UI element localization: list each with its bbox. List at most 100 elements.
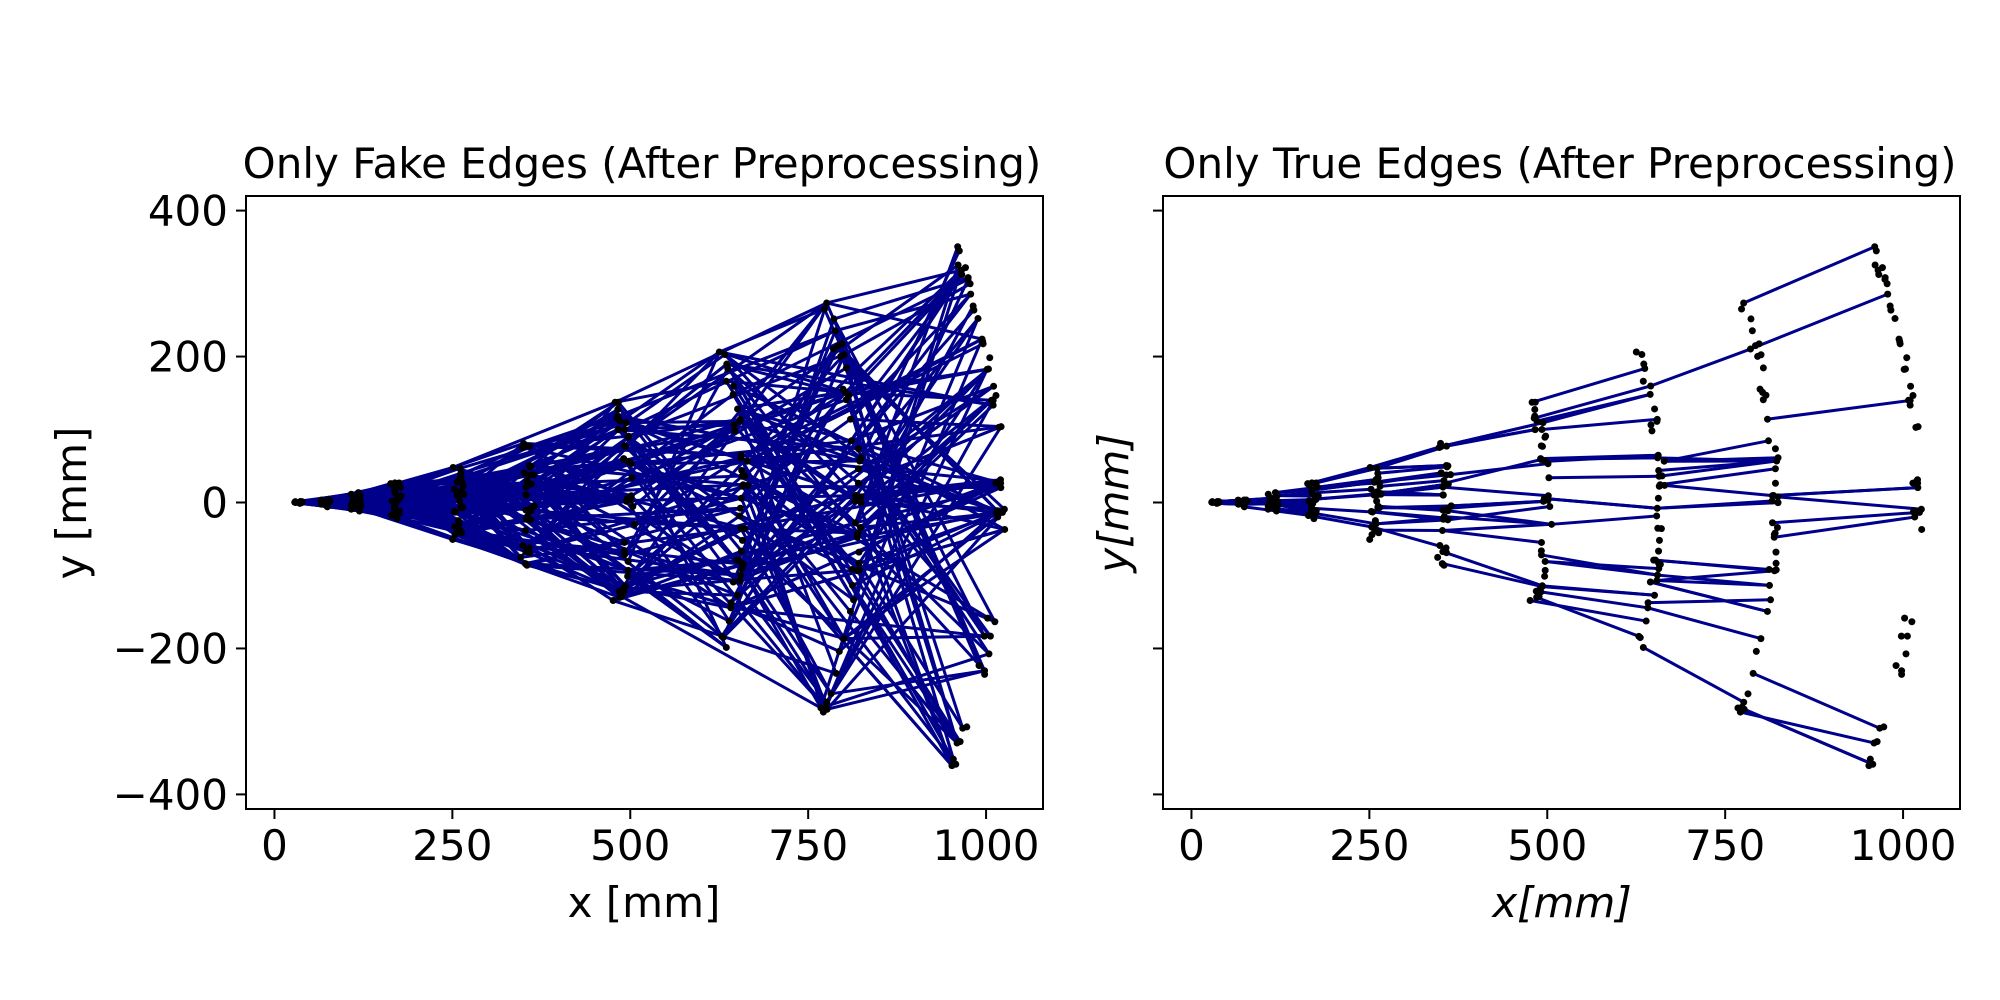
edge-line [1371, 510, 1444, 520]
edge-line [525, 456, 742, 512]
panel-true-edges: Only True Edges (After Preprocessing) 0 2… [1089, 139, 1961, 927]
hit-point [526, 442, 534, 450]
hit-point [1312, 479, 1320, 487]
hit-point [975, 662, 983, 670]
hit-point [1768, 497, 1776, 505]
edge-line [826, 669, 985, 711]
edge-line [624, 521, 856, 589]
hit-point [722, 643, 730, 651]
hit-point [526, 463, 534, 471]
chart-title: Only True Edges (After Preprocessing) [1163, 139, 1956, 188]
hit-point [729, 578, 737, 586]
hit-point [1639, 643, 1647, 651]
hit-point [739, 560, 747, 568]
hit-point [851, 497, 859, 505]
hit-point [1526, 597, 1534, 605]
edge-line [452, 441, 525, 469]
edge-line [732, 278, 969, 396]
y-tick-label: 400 [148, 187, 228, 236]
hit-point [1898, 670, 1906, 678]
hit-point [1901, 614, 1909, 622]
edge-line [851, 584, 959, 744]
edge-line [530, 509, 629, 572]
hit-point [1772, 548, 1780, 556]
hit-point [1638, 351, 1646, 359]
hit-point [291, 498, 299, 506]
hit-point [1632, 348, 1640, 356]
edge-line [1740, 710, 1875, 745]
hit-point [964, 274, 972, 282]
hit-point [727, 599, 735, 607]
edge-line [1664, 483, 1773, 498]
edge-line [462, 416, 618, 495]
hit-point [624, 566, 632, 574]
hit-point [1653, 504, 1661, 512]
hit-point [625, 457, 633, 465]
hit-point [953, 739, 961, 747]
hit-point [1440, 513, 1448, 521]
edge-line [523, 471, 732, 610]
hit-point [1651, 591, 1659, 599]
x-tick-label: 0 [1178, 821, 1205, 870]
edge-line [720, 494, 857, 638]
hit-point [1653, 577, 1661, 585]
hit-point [997, 484, 1005, 492]
hit-point [854, 465, 862, 473]
hit-point [1651, 556, 1659, 564]
hit-point [1234, 496, 1242, 504]
hit-point [621, 426, 629, 434]
edge-line [850, 439, 986, 637]
edge-line [618, 485, 744, 593]
hit-point [727, 604, 735, 612]
edge-line [858, 481, 1002, 554]
hit-point [821, 305, 829, 313]
edge-line [1743, 245, 1876, 305]
hit-point [1654, 494, 1662, 502]
edge-line [739, 417, 1004, 514]
edge-line [826, 268, 962, 305]
edge-line [725, 380, 854, 587]
hit-point [1913, 477, 1921, 485]
hit-point [614, 406, 622, 414]
x-tick-label: 500 [1507, 821, 1587, 870]
hit-point [990, 382, 998, 390]
hit-point [997, 423, 1005, 431]
x-tick-label: 1000 [933, 821, 1040, 870]
hit-point [1748, 327, 1756, 335]
hit-point [737, 451, 745, 459]
hit-point [393, 515, 401, 523]
hit-point [855, 559, 863, 567]
hit-point [519, 541, 527, 549]
hit-point [1764, 437, 1772, 445]
hit-point [457, 502, 465, 510]
hit-point [1655, 482, 1663, 490]
y-tick-label: 0 [201, 479, 228, 528]
hit-point [730, 421, 738, 429]
hit-point [840, 635, 848, 643]
hit-point [1655, 547, 1663, 555]
edge-line [524, 562, 621, 599]
edge-line [1529, 599, 1647, 623]
edge-line [624, 445, 738, 562]
edge-line [630, 390, 847, 466]
hit-point [986, 632, 994, 640]
hit-point [1917, 505, 1925, 513]
edge-line [736, 408, 855, 601]
hit-point [1436, 541, 1444, 549]
hit-point [1660, 457, 1668, 465]
hit-point [1749, 669, 1757, 677]
x-tick-label: 250 [1329, 821, 1409, 870]
edge-line [739, 527, 833, 695]
hit-point [1648, 427, 1656, 435]
hit-point [520, 469, 528, 477]
hit-point [737, 494, 745, 502]
y-axis-label: y [mm] [47, 427, 96, 580]
hit-point [527, 480, 535, 488]
hit-point [391, 489, 399, 497]
hit-point [734, 591, 742, 599]
hit-point [615, 587, 623, 595]
edge-line [737, 367, 989, 411]
hit-point [1208, 498, 1216, 506]
hit-point [954, 261, 962, 269]
hit-point [1541, 566, 1549, 574]
